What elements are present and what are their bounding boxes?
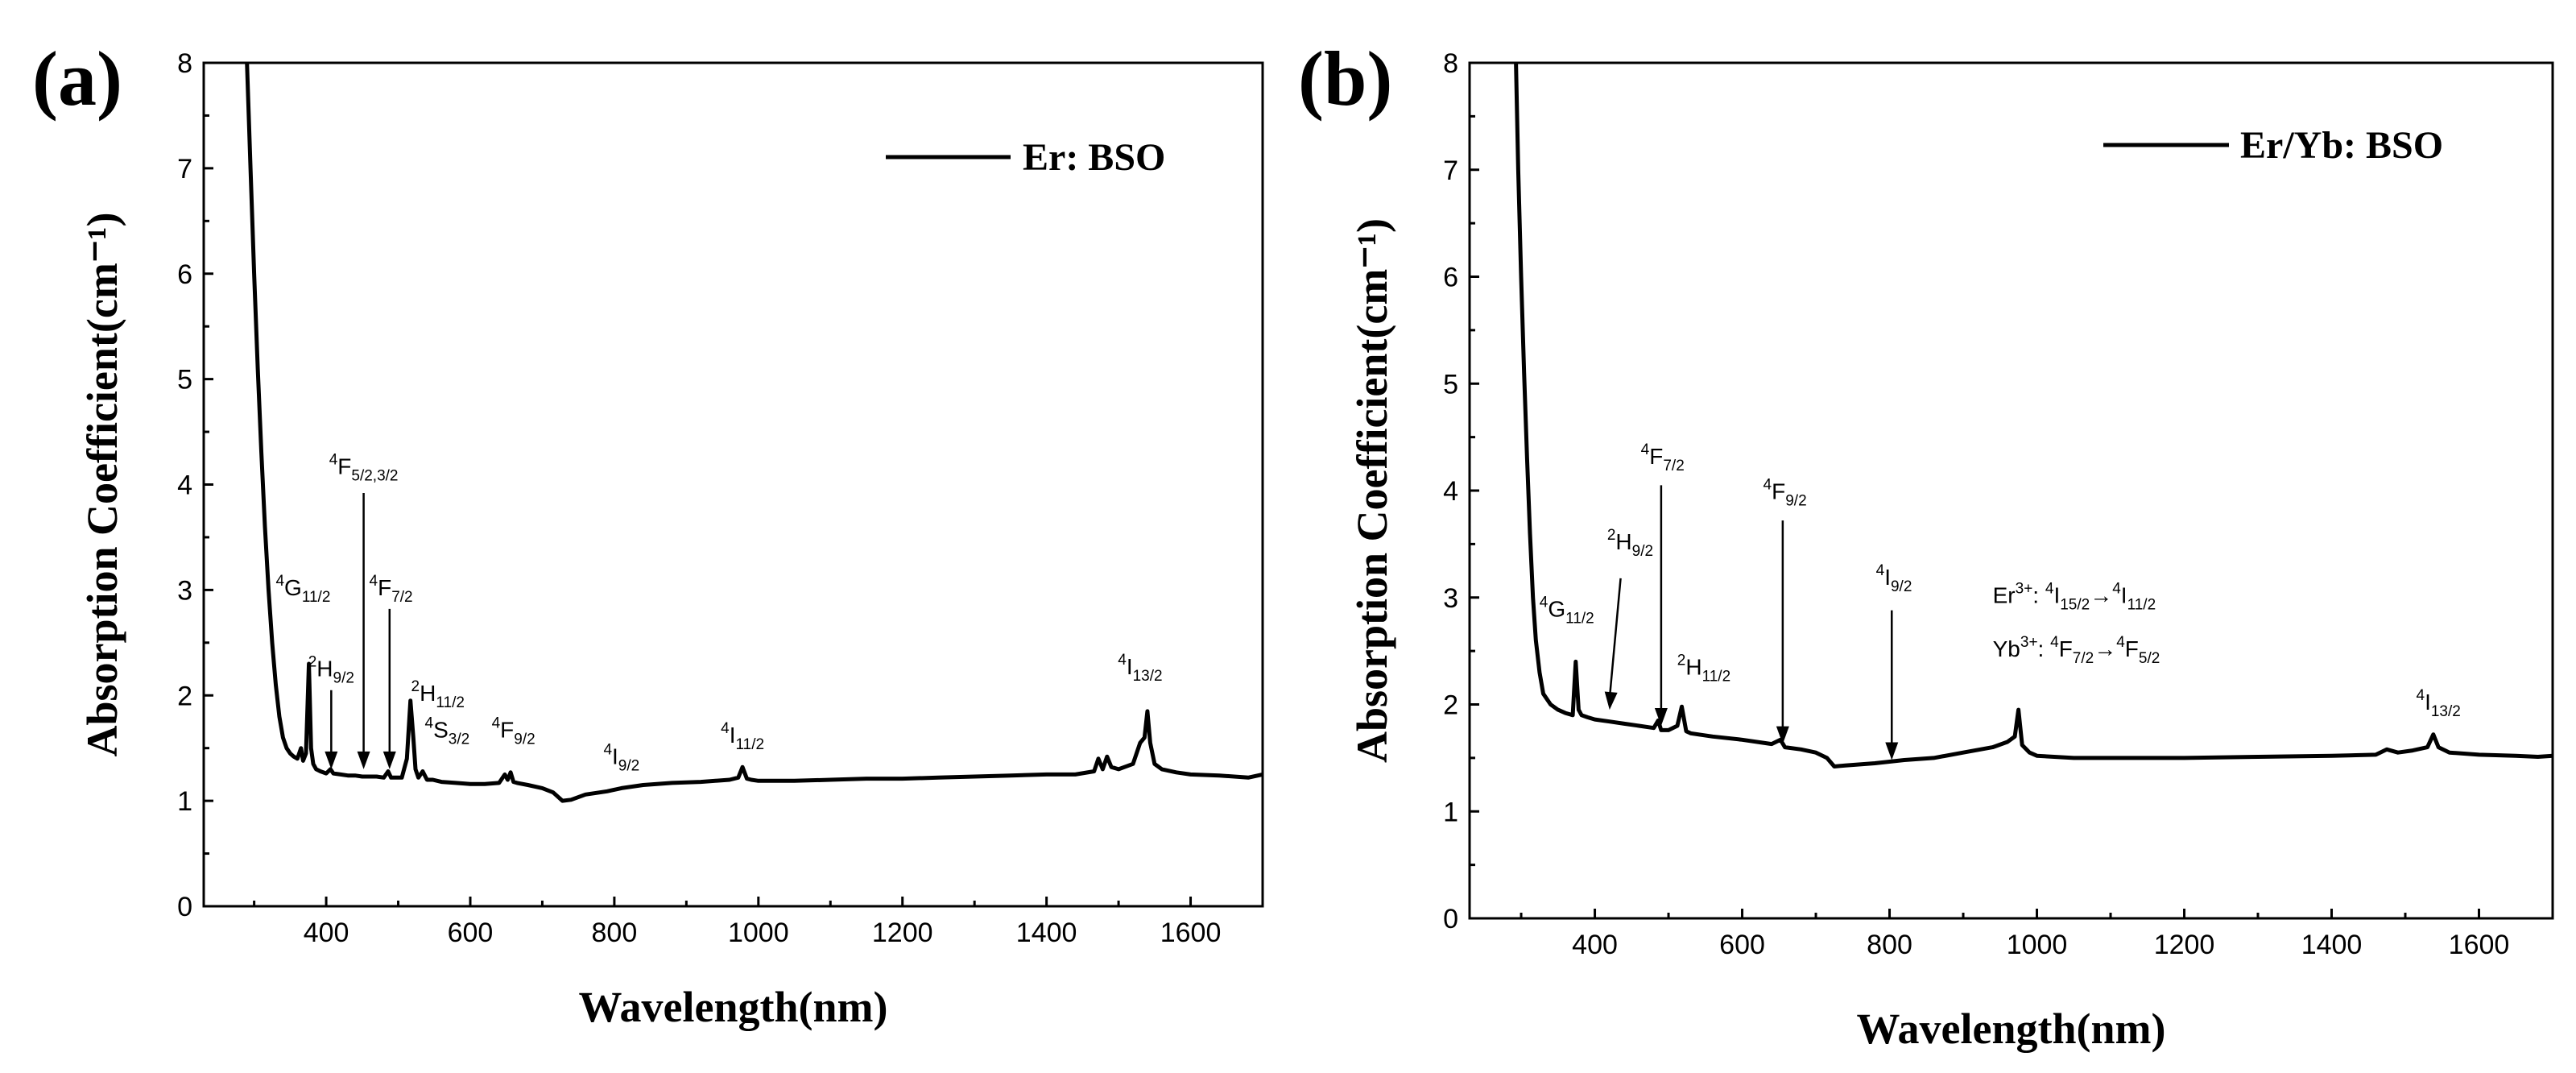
absorption-curve xyxy=(245,62,1263,803)
arrow-line xyxy=(1608,578,1622,699)
arrow-head xyxy=(1654,708,1668,727)
transition-label: 2H9/2 xyxy=(1607,527,1653,560)
x-tick-label: 600 xyxy=(1719,930,1765,960)
transition-label: 4S3/2 xyxy=(425,715,470,748)
transition-label: 2H11/2 xyxy=(411,678,465,711)
y-tick-label: 2 xyxy=(177,681,192,711)
y-axis-title: Absorption Coefficient(cm⁻¹) xyxy=(78,212,126,756)
x-tick-label: 800 xyxy=(592,918,638,948)
transition-label: 4F7/2 xyxy=(1641,441,1685,474)
x-axis-title: Wavelength(nm) xyxy=(1857,1005,2166,1053)
panel-a: 400 600 800 1000 1200 1400 1600 0 1 2 3 4 5 6 7 8 (a) Wav… xyxy=(32,35,1264,1031)
transition-label: 2H9/2 xyxy=(308,654,354,687)
plot-frame xyxy=(1468,61,2554,920)
arrow-head xyxy=(325,751,338,769)
y-tick-label: 3 xyxy=(177,575,192,606)
panel-label: (a) xyxy=(32,35,122,122)
y-tick-label: 5 xyxy=(1443,369,1458,400)
transition-label: 4G11/2 xyxy=(1540,594,1594,628)
y-tick-label: 0 xyxy=(1443,904,1458,934)
x-tick-label: 1200 xyxy=(872,918,933,948)
arrow-head xyxy=(1604,691,1618,710)
y-tick-label: 5 xyxy=(177,365,192,396)
x-tick-label: 1200 xyxy=(2154,930,2215,960)
y-tick-label: 8 xyxy=(177,48,192,79)
transition-label: 4F9/2 xyxy=(1764,477,1807,510)
absorption-curve xyxy=(1514,62,2553,768)
transition-label: 4F7/2 xyxy=(370,573,413,606)
arrow-head xyxy=(357,751,370,769)
transition-label: 4I11/2 xyxy=(721,720,764,753)
y-tick-label: 7 xyxy=(1443,155,1458,186)
y-tick-label: 3 xyxy=(1443,583,1458,614)
legend-label: Er: BSO xyxy=(1023,136,1165,179)
y-tick-label: 4 xyxy=(177,470,192,501)
transition-label: 4F5/2,3/2 xyxy=(329,451,399,484)
x-tick-label: 400 xyxy=(1572,930,1618,960)
legend-label: Er/Yb: BSO xyxy=(2240,124,2443,167)
transition-label: 4I9/2 xyxy=(603,741,639,774)
y-tick-label: 7 xyxy=(177,154,192,184)
x-tick-label: 1600 xyxy=(1160,918,1222,948)
transition-label: 4I9/2 xyxy=(1876,562,1912,595)
x-axis-title: Wavelength(nm) xyxy=(579,983,888,1031)
x-tick-label: 1400 xyxy=(1016,918,1077,948)
y-tick-label: 6 xyxy=(177,259,192,290)
transition-label: 4I13/2 xyxy=(1118,652,1162,685)
panel-label: (b) xyxy=(1298,35,1392,122)
y-tick-label: 6 xyxy=(1443,263,1458,293)
x-tick-label: 1400 xyxy=(2301,930,2363,960)
transition-label: 4I13/2 xyxy=(2417,687,2461,720)
panel-b: 400 600 800 1000 1200 1400 1600 0 1 2 3 4 5 6 7 8 (b) Wav… xyxy=(1298,35,2554,1053)
x-tick-label: 800 xyxy=(1867,930,1912,960)
y-tick-label: 1 xyxy=(177,786,192,817)
arrow-head xyxy=(1885,742,1899,760)
x-tick-label: 1000 xyxy=(728,918,789,948)
x-tick-label: 1600 xyxy=(2449,930,2510,960)
y-axis-title: Absorption Coefficient(cm⁻¹) xyxy=(1348,218,1396,763)
transition-label: 4F9/2 xyxy=(492,715,535,748)
y-tick-label: 2 xyxy=(1443,690,1458,721)
y-tick-label: 8 xyxy=(1443,48,1458,79)
transition-label: 4G11/2 xyxy=(275,573,330,606)
y-tick-label: 4 xyxy=(1443,476,1458,507)
energy-transfer-label: Yb3+: 4F7/2→4F5/2 xyxy=(1993,634,2160,667)
arrow-head xyxy=(1776,726,1789,744)
arrow-head xyxy=(382,751,396,769)
y-tick-label: 1 xyxy=(1443,797,1458,827)
x-tick-label: 1000 xyxy=(2007,930,2068,960)
energy-transfer-label: Er3+: 4I15/2→4I11/2 xyxy=(1993,580,2156,613)
x-tick-label: 400 xyxy=(304,918,349,948)
y-tick-label: 0 xyxy=(177,892,192,922)
transition-label: 2H11/2 xyxy=(1677,652,1730,685)
x-tick-label: 600 xyxy=(448,918,494,948)
